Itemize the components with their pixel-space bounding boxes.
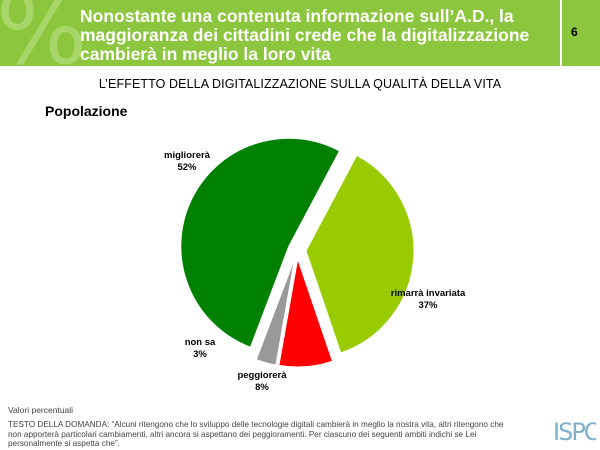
slice-value-label: 52% — [177, 162, 197, 173]
slice-label: peggiorerà — [237, 370, 287, 381]
chart-subtitle: L’EFFETTO DELLA DIGITALIZZAZIONE SULLA Q… — [98, 77, 502, 91]
ispo-logo: ISPO — [553, 418, 596, 444]
slice-value-label: 37% — [418, 300, 438, 311]
svg-text:ISPO: ISPO — [553, 418, 596, 444]
pie-slice — [278, 258, 334, 368]
slice-value-label: 3% — [193, 349, 207, 360]
header-divider — [560, 0, 562, 66]
page-number: 6 — [571, 25, 578, 39]
slice-label: non sa — [185, 337, 216, 348]
values-note: Valori percentuali — [8, 405, 74, 415]
slice-label: rimarrà invariata — [391, 288, 466, 299]
slice-label: migliorerà — [164, 150, 211, 161]
pie-slice — [305, 154, 415, 354]
title-banner: % Nonostante una contenuta informazione … — [0, 0, 600, 78]
percent-icon: % — [0, 0, 88, 86]
question-text: TESTO DELLA DOMANDA: “Alcuni ritengono c… — [8, 420, 504, 448]
slice-value-label: 8% — [255, 382, 269, 393]
pie-slice — [255, 258, 296, 366]
slide-title: Nonostante una contenuta informazione su… — [80, 6, 530, 64]
section-label: Popolazione — [45, 103, 128, 119]
pie-slice — [180, 137, 341, 348]
